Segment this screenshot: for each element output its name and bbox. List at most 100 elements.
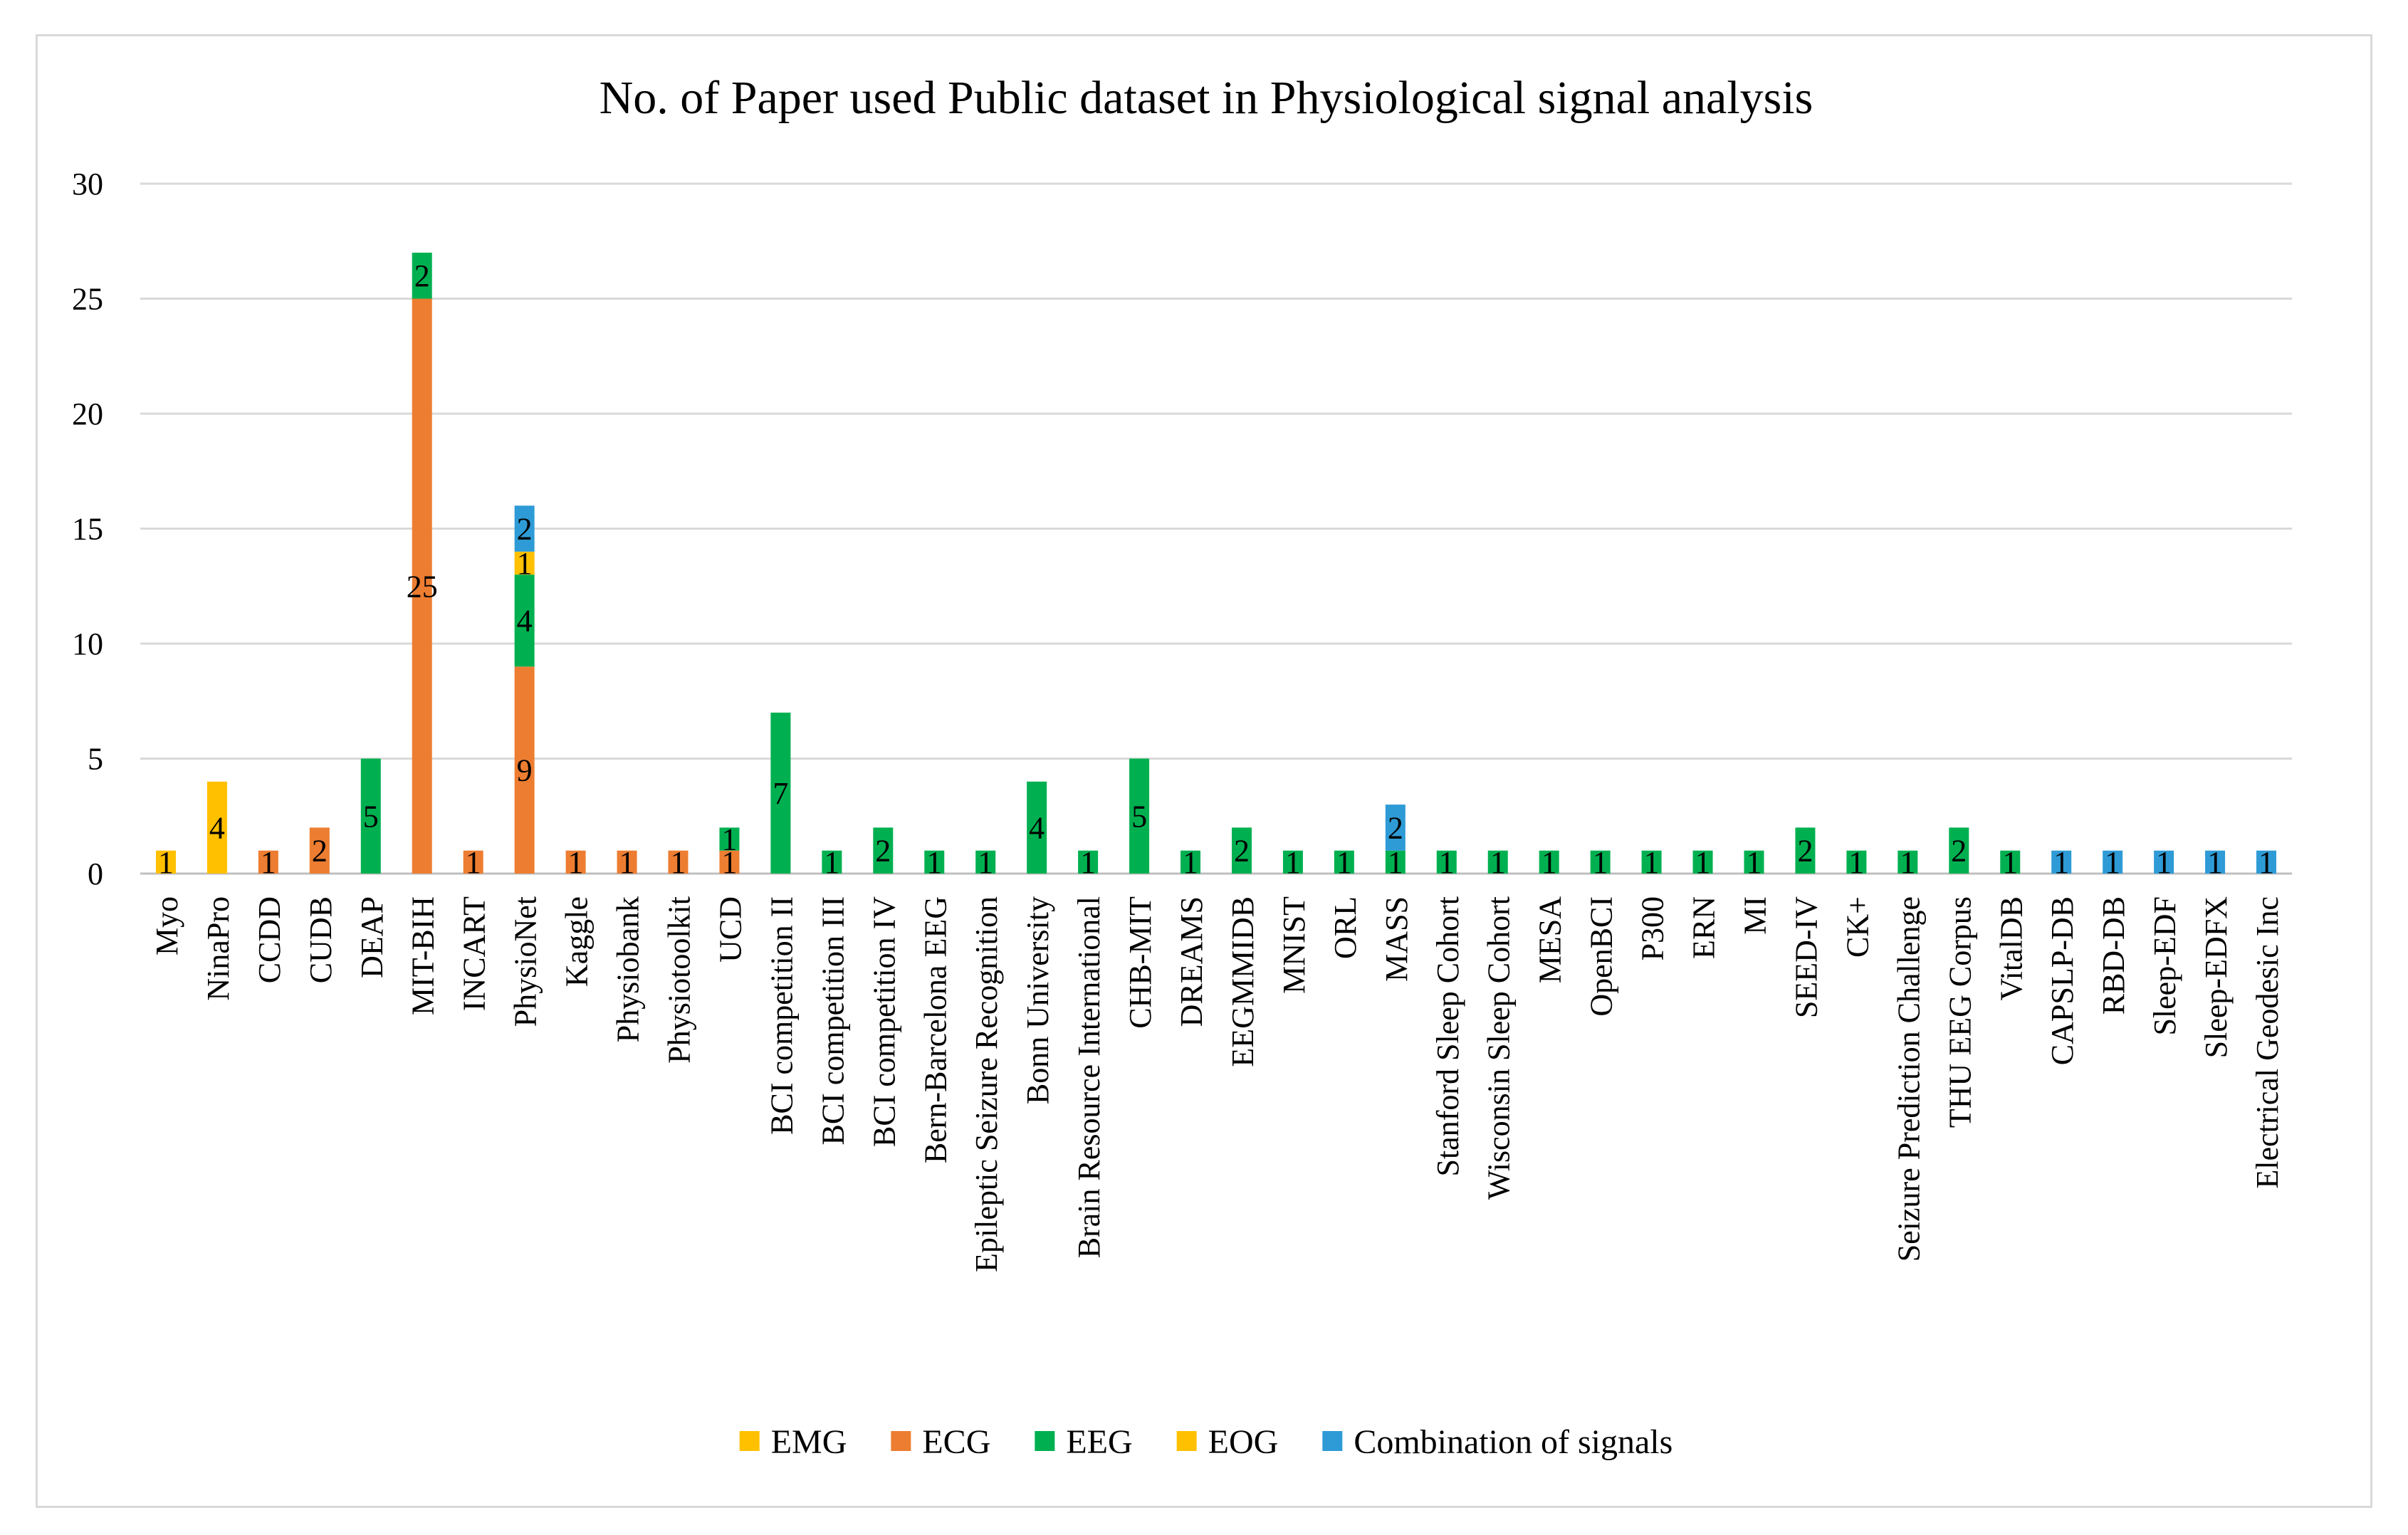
data-label: 1 [2258,845,2274,880]
data-label: 1 [2156,845,2172,880]
y-tick-label: 30 [72,167,103,201]
y-axis-ticks: 0 5 10 15 20 25 30 [72,167,103,891]
x-category-label: Physiobank [611,896,646,1042]
legend-swatch [1035,1431,1055,1451]
bar-segment-combination-of-signals [2154,850,2174,874]
bar-segment-combination-of-signals [2205,850,2226,874]
y-tick-label: 25 [72,282,103,317]
y-tick-label: 20 [72,397,103,431]
x-category-label: BCI competition II [764,896,799,1135]
x-category-label: Myo [150,896,184,955]
bar-segment-ecg [565,850,586,874]
data-label: 1 [1490,845,1506,880]
bar-segment-combination-of-signals [514,505,535,552]
legend-label: EEG [1066,1423,1132,1461]
data-label: 2 [414,258,430,293]
data-label: 1 [466,845,481,880]
bar-segment-ecg [258,850,278,874]
data-label: 2 [1797,834,1813,869]
x-category-label: EEGMMIDB [1225,896,1260,1067]
legend-item-eeg[interactable]: EEG [1035,1423,1133,1461]
x-category-label: Seizure Prediction Challenge [1891,896,1926,1262]
data-label: 2 [312,834,328,869]
x-category-label: CK+ [1840,896,1875,958]
bar-segment-ecg [412,298,432,874]
legend[interactable]: EMG ECG EEG EOG Combination of signals [739,1423,1673,1461]
bar-segment-combination-of-signals [2051,850,2072,874]
legend-swatch [891,1431,911,1451]
data-label: 1 [824,845,839,880]
x-category-label: CCDD [252,896,287,983]
bar-segment-eeg [1027,781,1047,874]
legend-item-emg[interactable]: EMG [739,1423,847,1461]
bar-segment-eeg [1078,850,1099,874]
x-category-label: MNIST [1277,896,1312,994]
data-label: 1 [1336,845,1352,880]
x-category-label: VitalDB [1994,896,2029,1000]
chart-title: No. of Paper used Public dataset in Phys… [600,72,1813,124]
data-label: 1 [2002,845,2018,880]
bar-segment-eeg [1846,850,1867,874]
y-tick-label: 15 [72,512,103,547]
data-label: 1 [1080,845,1096,880]
bar-segment-eeg [1181,850,1201,874]
bar-segment-eeg [1744,850,1764,874]
data-label: 2 [875,834,891,869]
x-category-label: INCART [457,896,492,1011]
data-label: 1 [2053,845,2069,880]
x-category-label: DREAMS [1174,896,1209,1027]
bar-segment-eeg [1949,827,1969,874]
x-category-label: Stanford Sleep Cohort [1430,896,1465,1177]
data-label: 1 [1900,845,1915,880]
x-category-label: MI [1738,896,1773,935]
bar-segment-eeg [1641,850,1662,874]
bar-segment-eeg [1385,850,1405,874]
legend-label: ECG [922,1423,990,1461]
x-category-label: THU EEG Corpus [1942,896,1977,1128]
legend-item-eog[interactable]: EOG [1176,1423,1279,1461]
x-category-label: P300 [1635,896,1670,960]
bars [155,252,2277,874]
data-label: 1 [2207,845,2223,880]
data-label: 1 [2105,845,2120,880]
bar-segment-combination-of-signals [2103,850,2123,874]
bar-segment-eeg [1436,850,1457,874]
x-category-label: SEED-IV [1789,896,1823,1018]
bar-segment-ecg [514,666,535,874]
x-category-label: CUDB [303,896,338,983]
bar-segment-eeg [924,850,945,874]
bar-segment-ecg [463,850,483,874]
data-label: 1 [1541,845,1557,880]
x-category-label: CAPSLP-DB [2045,896,2080,1065]
x-category-label: Bonn University [1020,896,1055,1104]
bar-segment-eeg [822,850,842,874]
x-category-label: Sleep-EDFX [2199,896,2234,1058]
data-label: 1 [619,845,635,880]
bar-segment-eeg [1282,850,1303,874]
data-label: 1 [1695,845,1711,880]
bar-segment-eeg [1795,827,1816,874]
legend-item-ecg[interactable]: ECG [891,1423,990,1461]
legend-label: Combination of signals [1354,1423,1672,1461]
bar-segment-combination-of-signals [1385,805,1405,851]
data-label: 1 [1848,845,1864,880]
data-label: 1 [261,845,276,880]
data-label: 1 [721,845,737,880]
data-label: 4 [517,604,533,639]
x-category-label: MIT-BIH [406,896,441,1015]
legend-item-combination-of-signals[interactable]: Combination of signals [1322,1423,1672,1461]
bar-segment-eeg [2000,850,2021,874]
data-label: 1 [1388,845,1403,880]
legend-label: EOG [1208,1423,1279,1461]
bar-segment-ecg [617,850,637,874]
data-label: 2 [1234,834,1250,869]
x-category-label: Physiotoolkit [662,896,697,1064]
x-category-label: NinaPro [201,896,236,1001]
x-category-label: DEAP [355,896,389,978]
bar-segment-eeg [1231,827,1252,874]
data-label: 1 [1593,845,1608,880]
legend-label: EMG [771,1423,847,1461]
x-category-label: MASS [1379,896,1414,982]
x-category-label: Epileptic Seizure Recognition [969,896,1004,1272]
bar-segment-emg [155,850,176,874]
